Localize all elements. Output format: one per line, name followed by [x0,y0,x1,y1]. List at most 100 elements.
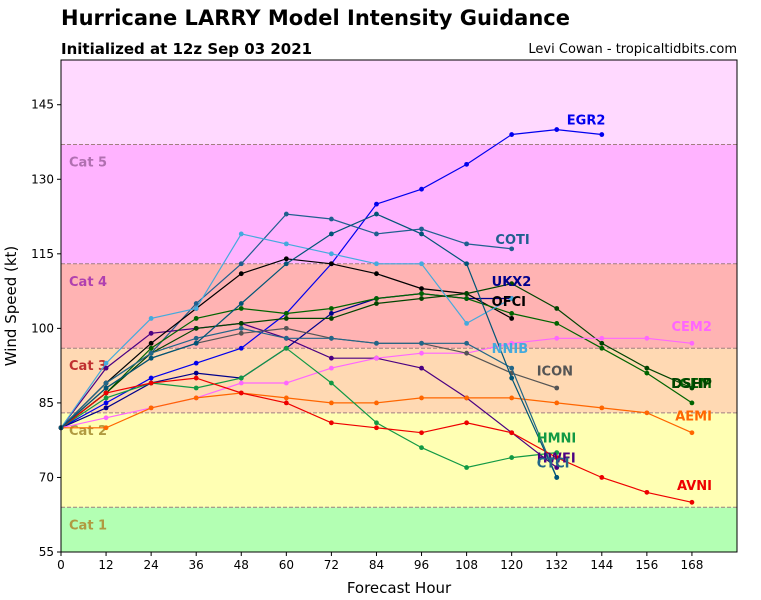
data-point-hwfi [329,355,334,361]
data-point-aemi [554,400,560,406]
data-point-aemi [599,405,605,411]
data-point-aemi [283,395,289,401]
x-tick-label: 72 [324,558,339,572]
series-label-cem2: CEM2 [672,320,712,335]
data-point-egr2 [374,201,379,207]
data-point-hmni [238,375,244,381]
data-point-egr2 [103,400,109,406]
data-point-aemi [103,425,109,431]
data-point-hwfi [148,330,154,336]
band-0 [61,507,737,552]
data-point-cem2 [238,380,244,386]
data-point-egr2 [599,132,605,137]
data-point-hwfi [419,365,424,371]
x-tick-label: 108 [455,558,478,572]
data-point-ofci [283,256,289,262]
data-point-aemi [509,395,515,401]
data-point-dshp [283,316,289,321]
data-point-ofci [419,286,424,292]
data-point-lgem [689,400,695,406]
category-label-cat-4: Cat 4 [69,275,107,290]
data-point-ctci [103,380,109,386]
data-point-avni [599,475,605,480]
data-point-nnib [148,316,154,321]
data-point-lgem [283,311,289,316]
band-3 [61,263,737,349]
data-point-nnib [329,251,334,257]
data-point-aemi [329,400,334,406]
y-tick-label: 55 [39,545,54,559]
intensity-bands [61,60,737,552]
data-point-ofci [329,261,334,267]
data-point-nnib [283,241,289,247]
data-point-ctci [464,340,469,346]
data-point-ofci [148,340,154,346]
data-point-aemi [644,410,650,416]
x-tick-label: 0 [57,558,65,572]
series-nnib [58,231,515,431]
data-point-coti [374,231,379,237]
band-4 [61,144,737,264]
data-point-nnib [374,261,379,267]
data-point-ctci [419,340,424,346]
data-point-lgem [329,306,334,311]
data-point-cem2 [374,355,379,361]
data-point-ofci [238,271,244,277]
x-axis-label: Forecast Hour [347,579,452,597]
data-point-ctci [509,365,515,371]
data-point-aemi [689,430,695,436]
data-point-avni [238,390,244,396]
data-point-avni [554,455,560,460]
data-point-aemi [193,395,199,401]
data-point-cem2 [689,340,695,346]
data-point-unlabeled-14 [238,301,244,306]
data-point-dshp [644,365,650,371]
x-tick-label: 24 [143,558,158,572]
data-point-icon [554,385,560,391]
data-point-coti [464,241,469,247]
y-tick-label: 70 [39,470,54,484]
data-point-nnib [509,296,515,301]
series-label-icon: ICON [537,365,573,380]
data-point-lgem [644,370,650,376]
data-point-ukx2 [103,405,109,411]
data-point-avni [464,420,469,426]
chart-subtitle: Initialized at 12z Sep 03 2021 [61,40,313,58]
x-tick-label: 48 [234,558,249,572]
series-label-coti: COTI [495,233,529,248]
data-point-nnib [103,360,109,366]
data-point-unlabeled-14 [554,475,560,480]
data-point-hmni [374,420,379,426]
x-tick-label: 156 [635,558,658,572]
data-point-icon [238,330,244,336]
y-tick-label: 100 [31,321,54,335]
data-point-egr2 [148,375,154,381]
series-lines [58,127,695,505]
data-point-dshp [419,296,424,301]
series-line-hwfi [60,322,558,468]
data-point-avni [329,420,334,426]
series-label-avni: AVNI [677,479,712,494]
data-point-cem2 [329,365,334,371]
data-point-dshp [554,306,560,311]
data-point-hwfi [554,465,560,470]
data-point-ukx2 [193,370,199,376]
series-avni [58,375,695,505]
data-point-aemi [374,400,379,406]
data-point-dshp [464,291,469,296]
data-point-ctci [193,335,199,341]
series-label-ofci: OFCI [492,295,526,310]
series-label-ctci: CTCI [537,457,570,472]
data-point-hmni [464,465,469,470]
data-point-avni [419,430,424,436]
series-label-hwfi: HWFI [537,452,576,467]
data-point-avni [193,375,199,381]
data-point-dshp [238,320,244,326]
data-point-avni [374,425,379,431]
data-point-hmni [193,385,199,391]
data-point-hmni [419,445,424,451]
x-tick-label: 84 [369,558,384,572]
data-point-avni [509,430,515,436]
data-point-cem2 [283,380,289,386]
data-point-aemi [419,395,424,401]
